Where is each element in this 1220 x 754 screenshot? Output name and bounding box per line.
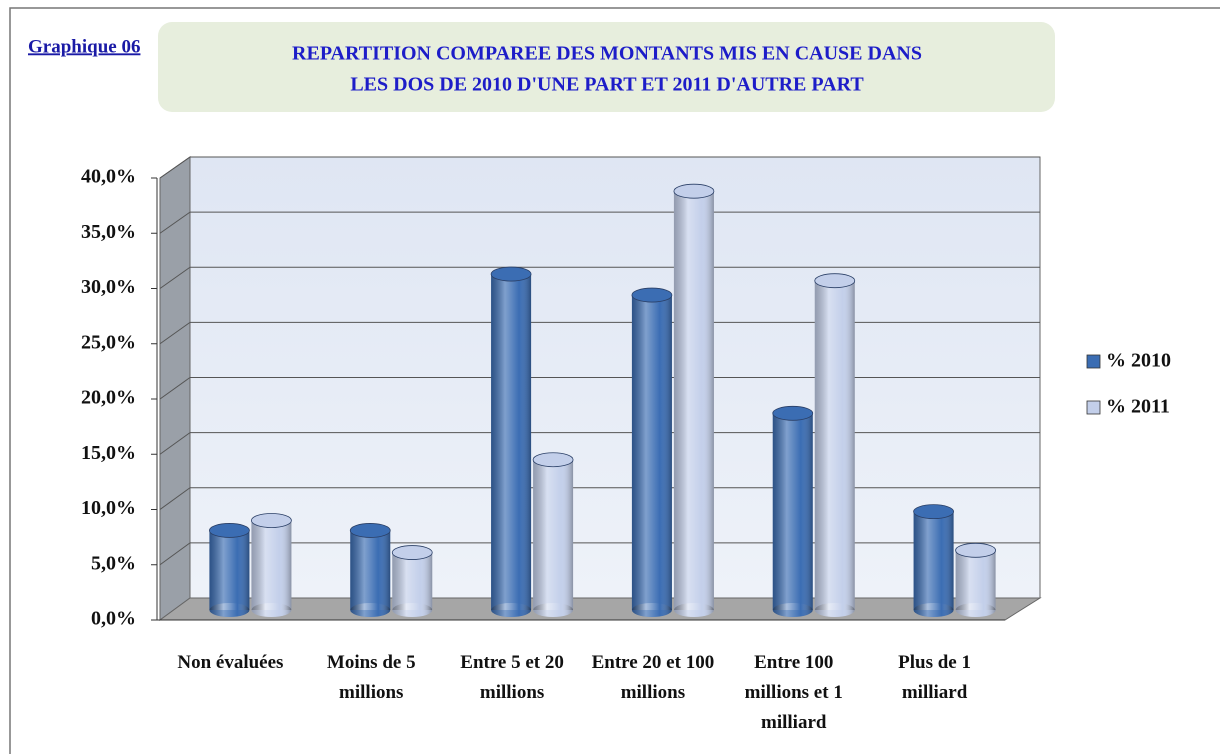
bar (631, 287, 673, 617)
bar-top (209, 523, 250, 538)
bar-top (913, 504, 954, 520)
bar (391, 545, 433, 617)
bar-shade (350, 530, 391, 610)
x-tick-label: Non évaluées (177, 652, 284, 673)
grid-line (159, 321, 191, 345)
bar (772, 405, 814, 617)
y-tick-label: 5,0% (91, 552, 136, 574)
y-tick-label: 0,0% (91, 608, 136, 630)
bar-shade (533, 459, 574, 610)
bar-shade (631, 295, 672, 610)
bar (251, 513, 292, 617)
bar-shade (955, 550, 996, 610)
bar (913, 504, 954, 617)
y-tick-label: 30,0% (81, 276, 136, 298)
bar-top (391, 545, 433, 560)
y-tick-label: 20,0% (81, 387, 136, 409)
legend-label: % 2010 (1106, 350, 1171, 372)
legend-swatch (1086, 400, 1101, 415)
frame (9, 7, 1220, 754)
grid-line (159, 432, 191, 455)
x-tick-label: Plus de 1 milliard (898, 652, 971, 703)
y-tick-label: 40,0% (81, 166, 136, 188)
y-tick-label: 25,0% (81, 331, 136, 353)
bar-top (532, 452, 574, 468)
bar-shade (814, 280, 855, 610)
chart-title: LES DOS DE 2010 D'UNE PART ET 2011 D'AUT… (350, 74, 864, 96)
grid-line (159, 487, 191, 510)
bar-shade (251, 520, 292, 610)
bar (814, 273, 856, 617)
bar (532, 452, 574, 617)
grid-line (159, 377, 191, 400)
bar-shade (392, 552, 433, 610)
bar-shade (209, 530, 250, 610)
x-tick-label: Entre 100 millions et 1 milliard (744, 652, 843, 733)
bar-top (251, 513, 292, 528)
grid-line (159, 266, 191, 289)
bar-top (772, 405, 814, 421)
bar-shade (491, 274, 532, 610)
bar (955, 542, 996, 617)
y-tick-label: 10,0% (81, 497, 136, 519)
grid-line (159, 542, 191, 566)
title-box (158, 22, 1055, 112)
bar-shade (673, 191, 714, 610)
bar (209, 523, 250, 617)
bar-top (631, 287, 673, 303)
bar (349, 523, 391, 617)
x-tick-label: Entre 20 et 100 millions (591, 652, 715, 703)
x-tick-label: Entre 5 et 20 millions (460, 652, 564, 703)
floor (158, 597, 1042, 621)
bar (673, 183, 715, 617)
bar (490, 266, 532, 617)
chart-title: REPARTITION COMPAREE DES MONTANTS MIS EN… (292, 43, 922, 65)
grid-line (159, 156, 191, 179)
bar-top (490, 266, 532, 282)
bar-top (349, 523, 391, 538)
bar-shade (913, 511, 954, 610)
bar-top (673, 183, 715, 199)
legend-swatch (1086, 354, 1101, 369)
bar-top (814, 273, 856, 289)
bar-shade (772, 413, 813, 610)
bar-top (955, 542, 996, 558)
grid-line (159, 211, 191, 234)
legend-label: % 2011 (1106, 396, 1170, 418)
y-tick-label: 15,0% (81, 442, 136, 464)
graph-label: Graphique 06 (28, 36, 140, 57)
y-tick-label: 35,0% (81, 221, 136, 243)
x-tick-label: Moins de 5 millions (326, 652, 416, 703)
